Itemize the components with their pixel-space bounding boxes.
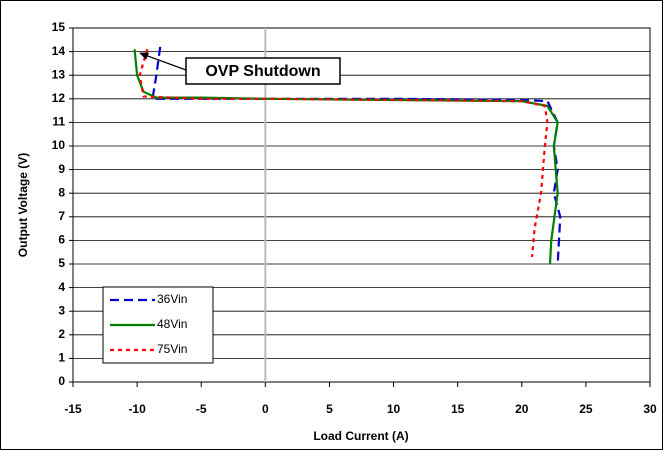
y-tick-label: 11 — [52, 115, 65, 129]
x-tick-label: 30 — [643, 402, 657, 416]
y-tick-label: 13 — [52, 67, 66, 81]
x-tick-label: 0 — [262, 402, 269, 416]
annotation-arrow — [140, 53, 187, 71]
y-tick-label: 12 — [52, 91, 66, 105]
x-axis-label: Load Current (A) — [313, 429, 408, 443]
y-tick-label: 9 — [58, 162, 65, 176]
x-tick-label: 5 — [326, 402, 333, 416]
y-tick-label: 4 — [58, 280, 65, 294]
x-tick-label: 15 — [451, 402, 465, 416]
x-tick-label: 20 — [515, 402, 529, 416]
y-tick-label: 10 — [52, 138, 66, 152]
y-tick-label: 8 — [58, 185, 65, 199]
y-tick-label: 7 — [58, 209, 65, 223]
legend-label: 75Vin — [157, 342, 187, 356]
y-tick-label: 5 — [58, 256, 65, 270]
legend-label: 48Vin — [157, 317, 187, 331]
annotation-arrowhead — [139, 52, 150, 60]
y-tick-label: 14 — [52, 44, 66, 58]
y-tick-label: 0 — [58, 374, 65, 388]
series-line — [138, 48, 549, 258]
series-line — [151, 46, 562, 265]
legend-label: 36Vin — [157, 292, 187, 306]
y-tick-label: 1 — [58, 351, 65, 365]
x-tick-label: -5 — [196, 402, 207, 416]
y-tick-label: 2 — [58, 327, 65, 341]
x-tick-label: 10 — [387, 402, 401, 416]
x-tick-label: -15 — [64, 402, 82, 416]
y-tick-label: 15 — [52, 20, 66, 34]
x-tick-label: 25 — [579, 402, 593, 416]
y-axis-label: Output Voltage (V) — [16, 153, 30, 257]
y-tick-label: 3 — [58, 303, 65, 317]
annotation-box — [185, 57, 341, 85]
y-tick-label: 6 — [58, 233, 65, 247]
annotation: OVP Shutdown — [205, 63, 320, 80]
x-tick-label: -10 — [128, 402, 146, 416]
